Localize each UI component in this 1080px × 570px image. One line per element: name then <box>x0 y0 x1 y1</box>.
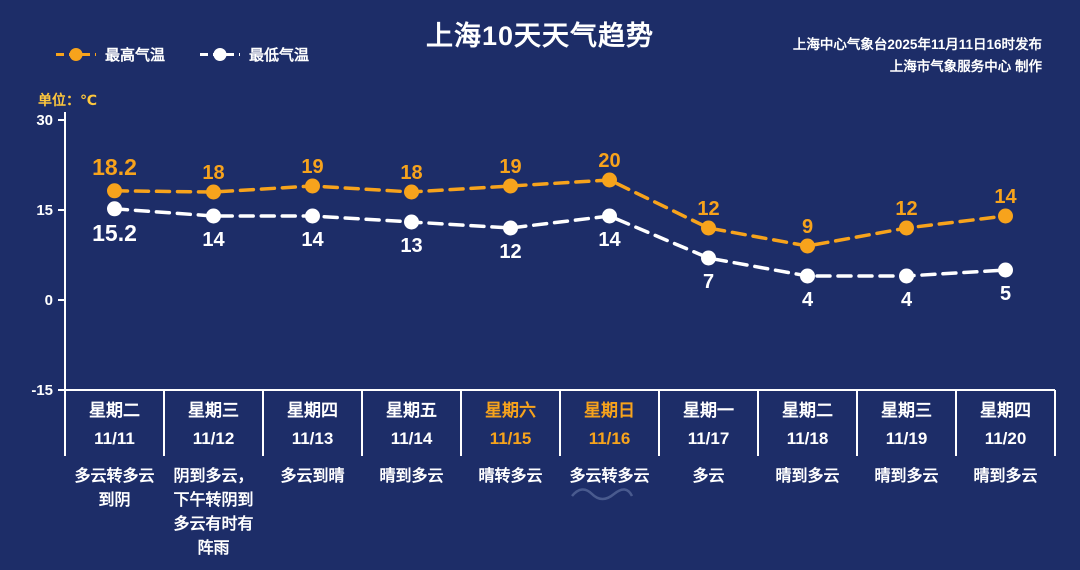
source-info: 上海中心气象台2025年11月11日16时发布 上海市气象服务中心 制作 <box>793 34 1042 78</box>
max-temp-value: 14 <box>994 186 1017 208</box>
weekday-label: 星期四 <box>287 401 338 420</box>
date-label: 11/13 <box>292 429 334 448</box>
weekday-label: 星期五 <box>386 401 437 420</box>
min-temp-point <box>206 208 221 224</box>
page-title: 上海10天天气趋势 <box>425 21 655 51</box>
weekday-label: 星期三 <box>188 401 239 420</box>
date-label: 11/11 <box>94 429 135 448</box>
min-temp-value: 12 <box>499 241 521 263</box>
min-temp-point <box>800 268 815 284</box>
date-label: 11/19 <box>886 429 928 448</box>
weather-text: 多云有时有 <box>173 514 253 533</box>
legend-max-label: 最高气温 <box>105 47 166 64</box>
weather-text: 到阴 <box>98 491 130 509</box>
max-temp-value: 18 <box>202 162 224 184</box>
legend: 最高气温 最低气温 <box>55 44 309 65</box>
source-line-2: 上海市气象服务中心 制作 <box>889 59 1042 74</box>
max-temp-marker-icon <box>56 48 96 61</box>
max-temp-point <box>899 220 914 236</box>
min-temp-value: 4 <box>901 289 913 311</box>
legend-min-label: 最低气温 <box>249 47 310 64</box>
min-temp-line <box>112 207 1008 278</box>
unit-label: 单位：℃ <box>38 92 97 108</box>
min-temp-marker-icon <box>200 48 241 61</box>
date-label: 11/15 <box>490 429 532 448</box>
watermark <box>571 488 634 501</box>
max-temp-value: 9 <box>802 216 813 238</box>
max-temp-value: 20 <box>598 150 620 172</box>
date-label: 11/14 <box>391 429 433 448</box>
weekday-label: 星期二 <box>89 401 140 420</box>
max-temp-point <box>602 172 617 188</box>
weather-text: 阵雨 <box>197 538 229 557</box>
weather-text: 晴转多云 <box>478 466 542 485</box>
min-temp-value: 14 <box>301 229 324 251</box>
weather-text: 多云转多云 <box>74 466 154 485</box>
legend-item-max: 最高气温 <box>55 44 165 65</box>
min-temp-value: 5 <box>1000 283 1011 305</box>
max-temp-point <box>206 184 221 200</box>
weekday-label: 星期一 <box>683 401 734 420</box>
y-tick-label: 15 <box>36 202 53 219</box>
date-label: 11/12 <box>193 429 235 448</box>
source-line-1: 上海中心气象台2025年11月11日16时发布 <box>792 37 1042 52</box>
max-temp-value: 19 <box>301 156 323 178</box>
min-temp-point <box>701 250 716 266</box>
min-temp-value: 7 <box>703 271 714 293</box>
weather-text: 晴到多云 <box>874 466 938 485</box>
weather-text: 晴到多云 <box>775 466 839 485</box>
weather-text: 下午转阴到 <box>173 490 253 509</box>
max-temp-value: 12 <box>895 198 917 220</box>
weather-text: 阴到多云， <box>173 466 253 485</box>
min-temp-value: 4 <box>802 289 814 311</box>
min-temp-point <box>404 214 419 230</box>
max-temp-point <box>305 178 320 194</box>
max-temp-value: 18.2 <box>92 154 137 180</box>
max-temp-value: 18 <box>400 162 422 184</box>
min-temp-point <box>107 201 122 217</box>
weekday-label: 星期四 <box>980 401 1031 420</box>
weather-text: 多云 <box>692 466 724 485</box>
weather-text: 多云到晴 <box>280 466 344 485</box>
weather-text: 晴到多云 <box>379 466 443 485</box>
max-temp-line <box>112 178 1008 248</box>
y-tick-label: 0 <box>45 292 53 309</box>
date-label: 11/16 <box>589 429 631 448</box>
max-temp-point <box>800 238 815 254</box>
max-temp-value: 12 <box>697 198 719 220</box>
y-tick-label: -15 <box>31 382 53 399</box>
max-temp-point <box>404 184 419 200</box>
min-temp-point <box>899 268 914 284</box>
max-temp-point <box>998 208 1013 224</box>
weekday-label: 星期三 <box>881 401 932 420</box>
legend-item-min: 最低气温 <box>199 44 309 65</box>
min-temp-point <box>305 208 320 224</box>
min-temp-point <box>503 220 518 236</box>
min-temp-value: 13 <box>400 235 422 257</box>
min-temp-value: 15.2 <box>92 220 137 246</box>
y-tick-label: 30 <box>36 112 53 129</box>
weather-text: 晴到多云 <box>973 466 1037 485</box>
max-temp-point <box>107 183 122 199</box>
date-label: 11/18 <box>787 429 829 448</box>
date-label: 11/17 <box>688 429 730 448</box>
date-label: 11/20 <box>985 429 1027 448</box>
weekday-label: 星期六 <box>485 400 536 420</box>
max-temp-point <box>701 220 716 236</box>
max-temp-point <box>503 178 518 194</box>
weekday-label: 星期日 <box>584 401 635 420</box>
weather-text: 多云转多云 <box>569 466 649 485</box>
weekday-label: 星期二 <box>782 401 833 420</box>
max-temp-value: 19 <box>499 156 521 178</box>
min-temp-value: 14 <box>598 229 621 251</box>
min-temp-point <box>602 208 617 224</box>
min-temp-value: 14 <box>202 229 225 251</box>
min-temp-point <box>998 262 1013 278</box>
